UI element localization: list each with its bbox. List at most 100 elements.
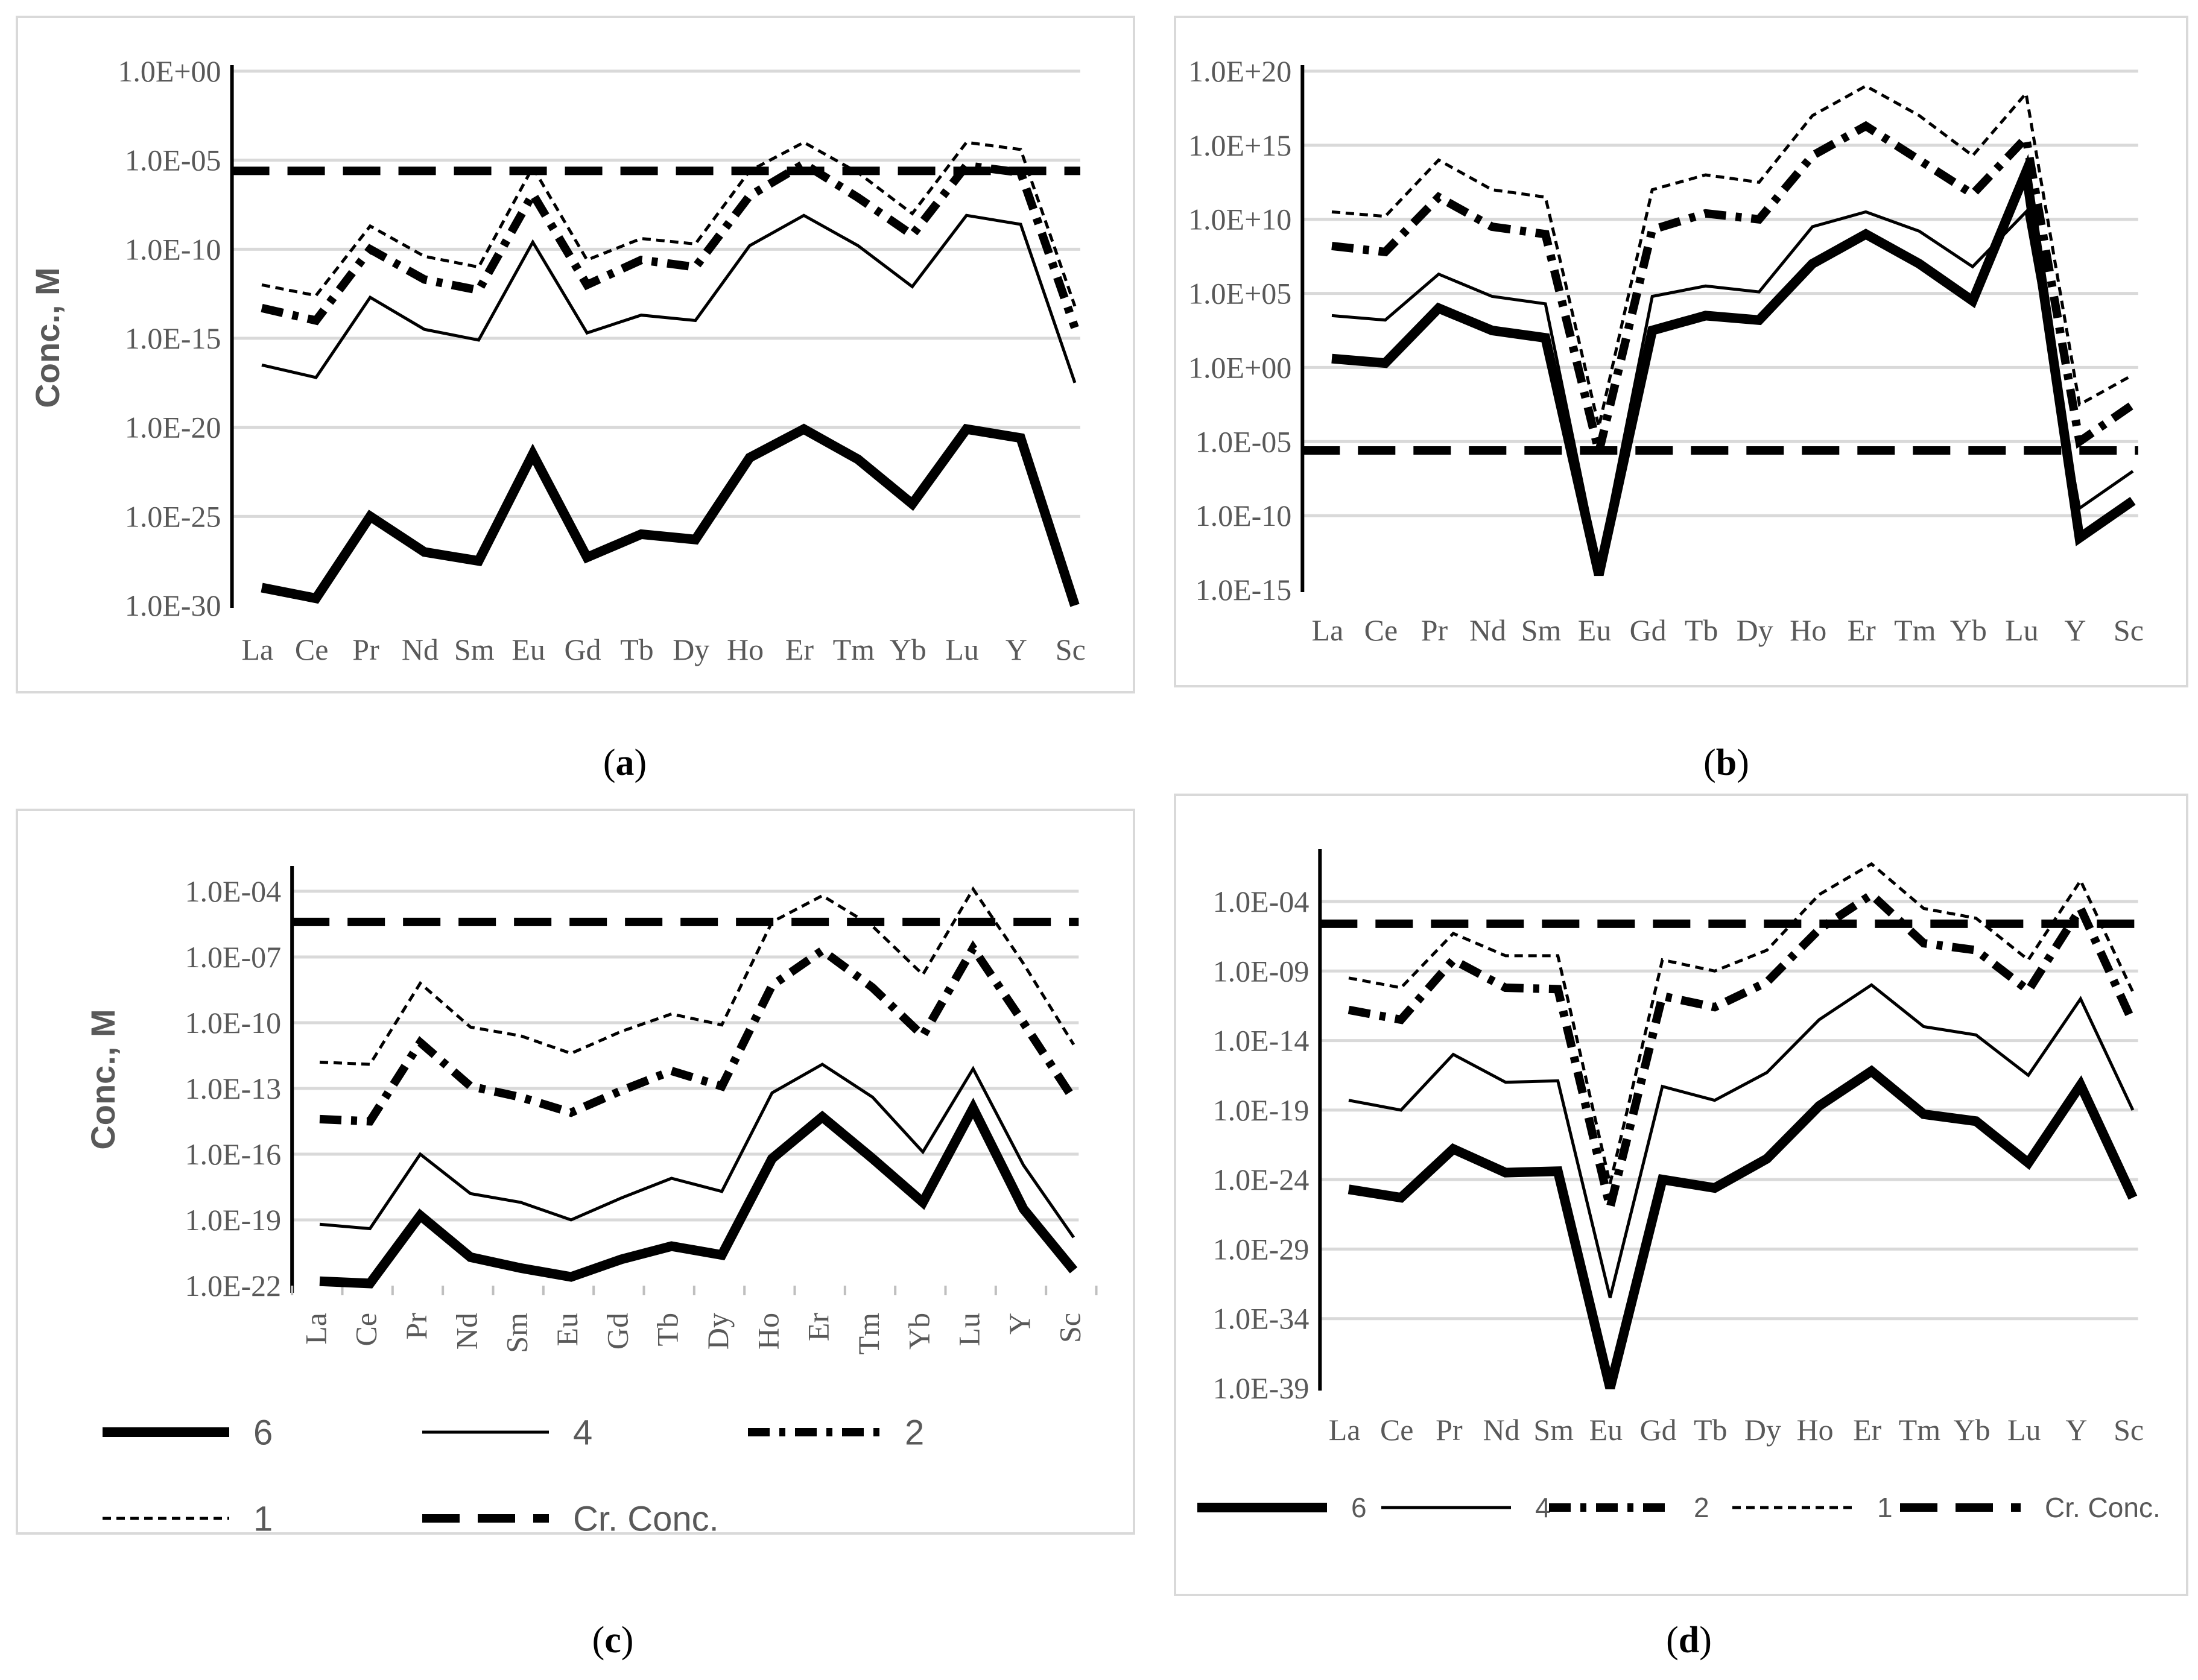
ytick-label-d-5: 1.0E-29 [1213,1232,1310,1266]
xtick-label-a-y: Y [1006,633,1027,666]
xtick-label-a-pr: Pr [352,633,379,666]
xtick-label-c-ce: Ce [349,1313,383,1347]
panel-frame-d [1174,794,2188,1596]
xtick-label-b-tb: Tb [1685,613,1718,647]
xtick-label-b-nd: Nd [1469,613,1506,647]
xtick-label-c-tm: Tm [852,1313,885,1355]
xtick-label-b-y: Y [2064,613,2086,647]
xtick-label-a-gd: Gd [564,633,601,666]
series-line-c-1 [319,886,1075,1066]
ytick-label-b-2: 1.0E+10 [1188,203,1291,236]
legend-label-c-6: 6 [253,1413,273,1452]
y-axis-title-c: Conc., M [84,1009,122,1149]
series-line-d-6 [1348,1065,2138,1389]
xtick-label-d-eu: Eu [1589,1413,1623,1447]
legend-label-c-cr-conc: Cr. Conc. [573,1499,719,1538]
ytick-label-c-0: 1.0E-04 [185,874,281,908]
ytick-label-d-2: 1.0E-14 [1213,1024,1310,1058]
series-line-a-2 [261,159,1079,329]
ytick-label-b-3: 1.0E+05 [1188,277,1291,311]
ytick-label-d-0: 1.0E-04 [1213,885,1310,918]
xtick-label-c-ho: Ho [751,1313,785,1350]
series-line-d-1 [1348,862,2135,1184]
xtick-label-c-pr: Pr [399,1313,433,1340]
series-line-a-1 [261,141,1077,307]
xtick-label-a-eu: Eu [511,633,545,666]
xtick-label-c-gd: Gd [600,1313,634,1350]
xtick-label-c-lu: Lu [952,1313,986,1347]
caption-a-letter: a [616,742,635,783]
chart-d: 1.0E-04 1.0E-09 1.0E-14 1.0E-19 1.0E-24 1.0E-… [1197,849,2161,1523]
series-line-c-6 [319,1097,1078,1289]
xtick-label-b-pr: Pr [1421,613,1448,647]
xtick-label-d-sc: Sc [2114,1413,2144,1447]
ytick-label-c-6: 1.0E-22 [185,1269,281,1303]
ytick-label-c-5: 1.0E-19 [185,1203,281,1237]
xtick-label-b-sm: Sm [1521,613,1562,647]
xtick-label-c-sm: Sm [500,1313,534,1353]
caption-a: (a) [603,742,647,783]
legend-label-d-1: 1 [1877,1492,1893,1523]
ytick-label-a-1: 1.0E-05 [125,144,221,177]
xtick-label-a-lu: Lu [945,633,979,666]
xtick-label-d-sm: Sm [1533,1413,1574,1447]
ytick-label-b-4: 1.0E+00 [1188,350,1291,384]
legend-label-d-6: 6 [1351,1492,1367,1523]
xtick-label-c-sc: Sc [1053,1313,1086,1343]
caption-d: (d) [1666,1620,1712,1661]
ytick-label-a-0: 1.0E+00 [118,54,221,88]
xtick-label-d-gd: Gd [1640,1413,1677,1447]
xtick-label-b-dy: Dy [1737,613,1773,647]
series-line-d-4 [1348,983,2135,1298]
ytick-label-a-3: 1.0E-15 [125,321,221,355]
xtick-label-b-ho: Ho [1790,613,1826,647]
xtick-label-d-ho: Ho [1797,1413,1834,1447]
xtick-label-d-tb: Tb [1694,1413,1728,1447]
series-line-b-6 [1331,154,2136,576]
caption-b-letter: b [1716,742,1737,783]
xtick-label-b-lu: Lu [2005,613,2039,647]
xtick-label-a-er: Er [785,633,814,666]
ytick-label-a-4: 1.0E-20 [125,411,221,444]
series-line-a-6 [261,423,1080,607]
xtick-label-b-tm: Tm [1894,613,1936,647]
caption-d-letter: d [1679,1620,1699,1661]
series-line-d-2 [1348,889,2137,1208]
legend-label-c-1: 1 [253,1499,273,1538]
ytick-label-b-6: 1.0E-10 [1196,499,1292,532]
series-line-b-2 [1331,121,2135,453]
legend-label-d-4: 4 [1535,1492,1551,1523]
legend-label-c-4: 4 [573,1413,592,1452]
xtick-label-c-nd: Nd [449,1313,483,1350]
xtick-label-b-er: Er [1848,613,1877,647]
xtick-label-d-y: Y [2065,1413,2087,1447]
ytick-label-b-1: 1.0E+15 [1188,128,1291,162]
xtick-label-c-eu: Eu [550,1313,584,1347]
ytick-label-c-1: 1.0E-07 [185,940,281,974]
y-axis-title-a: Conc., M [28,267,66,408]
ytick-label-d-6: 1.0E-34 [1213,1302,1310,1336]
xtick-label-a-yb: Yb [890,633,926,666]
caption-c: (c) [592,1620,634,1661]
ytick-label-c-3: 1.0E-13 [185,1072,281,1105]
xtick-label-a-ce: Ce [295,633,329,666]
xtick-label-a-tm: Tm [833,633,875,666]
xtick-label-c-er: Er [802,1313,835,1342]
xtick-label-a-tb: Tb [620,633,654,666]
caption-c-letter: c [604,1620,621,1661]
xtick-label-a-sc: Sc [1056,633,1086,666]
xtick-label-a-nd: Nd [402,633,439,666]
xtick-label-d-tm: Tm [1899,1413,1941,1447]
xtick-label-d-ce: Ce [1380,1413,1414,1447]
panel-frame-a [16,16,1135,693]
ytick-label-d-7: 1.0E-39 [1213,1371,1310,1405]
xtick-label-d-nd: Nd [1483,1413,1520,1447]
ytick-label-c-2: 1.0E-10 [185,1006,281,1040]
xtick-label-c-yb: Yb [902,1313,936,1350]
ytick-label-d-4: 1.0E-24 [1213,1163,1310,1196]
xtick-label-c-dy: Dy [701,1313,735,1350]
legend-label-c-2: 2 [905,1413,924,1452]
ytick-label-a-2: 1.0E-10 [125,232,221,266]
xtick-label-d-yb: Yb [1954,1413,1991,1447]
